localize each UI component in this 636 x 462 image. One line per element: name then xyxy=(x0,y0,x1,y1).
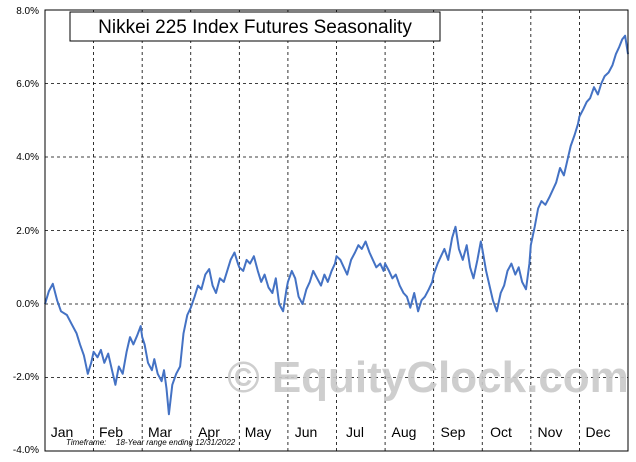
y-tick-label: 6.0% xyxy=(16,79,39,90)
y-tick-label: 2.0% xyxy=(16,226,39,237)
timeframe-label: Timeframe: xyxy=(66,438,106,447)
title-frame xyxy=(69,11,441,42)
y-tick-label: 0.0% xyxy=(16,299,39,310)
x-tick-label: Aug xyxy=(392,424,417,440)
y-axis: 8.0% 6.0% 4.0% 2.0% 0.0% -2.0% -4.0% xyxy=(13,6,39,456)
timeframe-note: Timeframe: 18-Year range ending 12/31/20… xyxy=(66,438,236,447)
x-tick-label: Feb xyxy=(99,424,123,440)
x-tick-label: May xyxy=(245,424,271,440)
watermark: © EquityClock.com xyxy=(227,353,629,402)
chart-title: Nikkei 225 Index Futures Seasonality xyxy=(98,17,412,38)
y-tick-label: -4.0% xyxy=(13,445,39,456)
watermark-text: © EquityClock.com xyxy=(227,353,629,402)
x-tick-label: Dec xyxy=(586,424,611,440)
y-tick-label: 8.0% xyxy=(16,6,39,17)
y-tick-label: -2.0% xyxy=(13,372,39,383)
chart-title-box: Nikkei 225 Index Futures Seasonality xyxy=(69,11,441,42)
x-tick-label: Mar xyxy=(148,424,172,440)
gridlines xyxy=(45,10,628,451)
x-tick-label: Sep xyxy=(441,424,466,440)
x-tick-label: Oct xyxy=(490,424,512,440)
x-tick-label: Jul xyxy=(346,424,364,440)
timeframe-text: 18-Year range ending 12/31/2022 xyxy=(116,438,236,447)
x-tick-label: Jun xyxy=(295,424,318,440)
x-tick-label: Apr xyxy=(198,424,220,440)
x-tick-label: Jan xyxy=(51,424,74,440)
plot-border xyxy=(44,9,629,452)
x-axis: Jan Feb Mar Apr May Jun Jul Aug Sep Oct … xyxy=(51,424,611,440)
y-tick-label: 4.0% xyxy=(16,152,39,163)
x-tick-label: Nov xyxy=(538,424,563,440)
series-line xyxy=(44,34,629,416)
